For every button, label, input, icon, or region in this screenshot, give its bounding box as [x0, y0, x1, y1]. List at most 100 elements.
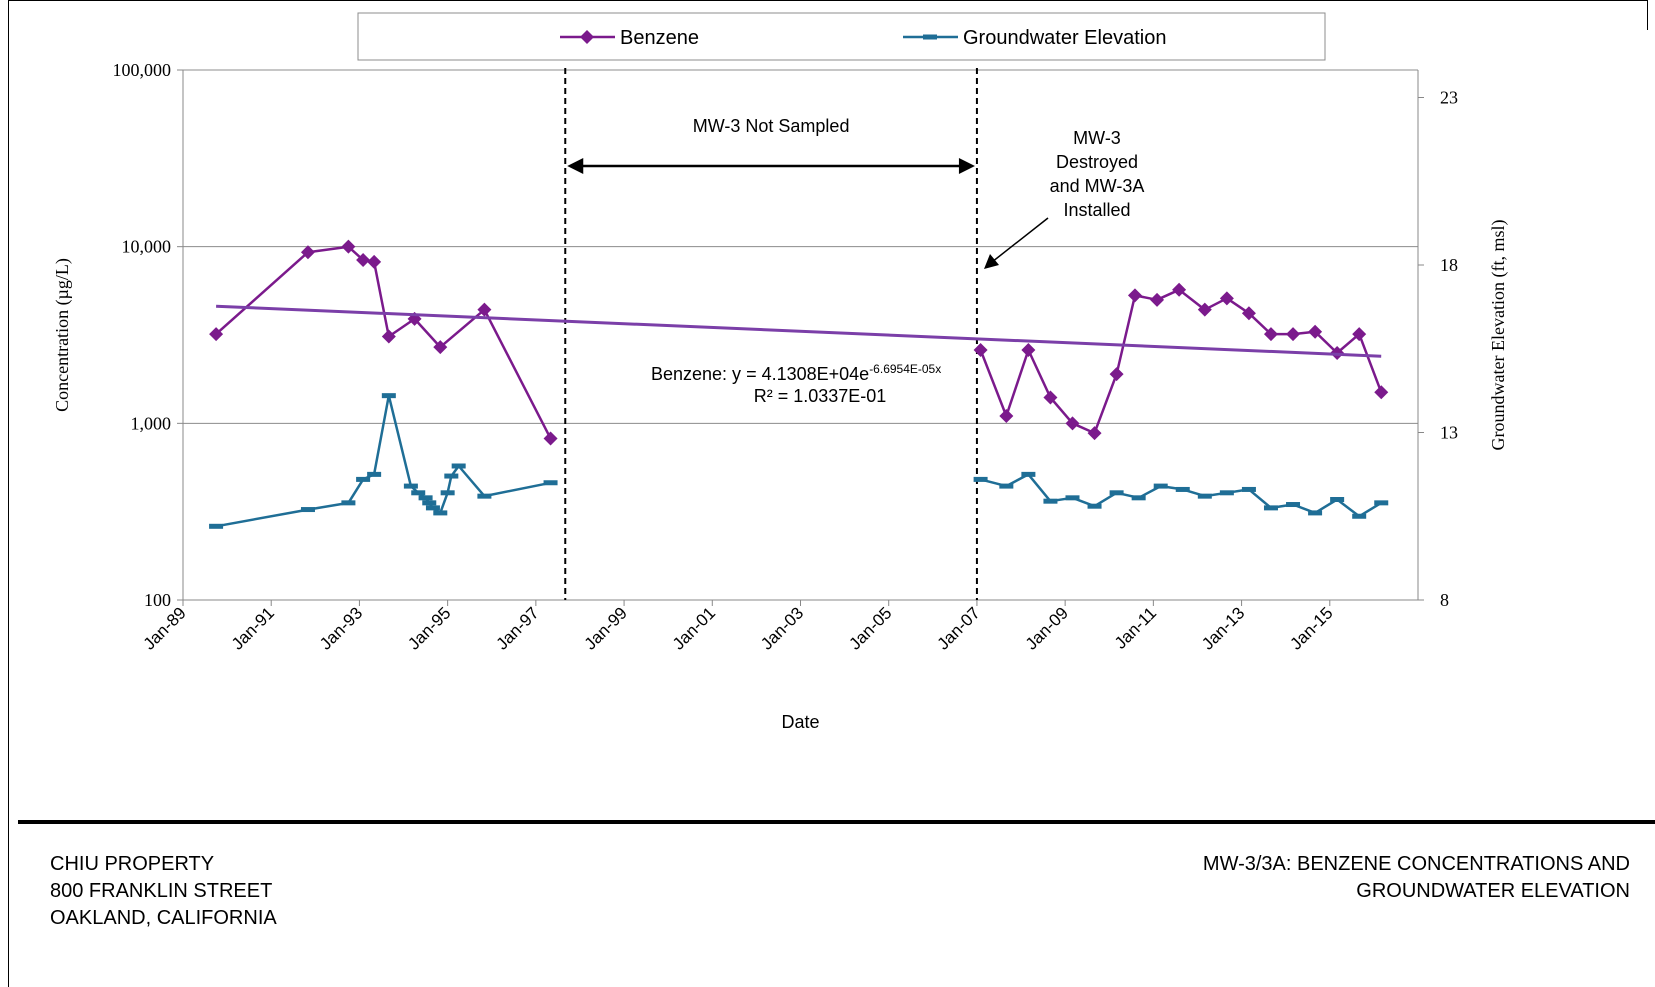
benzene-point	[1263, 327, 1278, 342]
destroyed-label-line: Installed	[1063, 200, 1130, 220]
legend-label: Groundwater Elevation	[963, 27, 1166, 49]
groundwater-point	[341, 500, 356, 506]
groundwater-point	[1043, 498, 1058, 504]
benzene-point	[1172, 282, 1187, 297]
frame-right-border	[1647, 0, 1648, 30]
benzene-point	[1087, 426, 1102, 441]
footer-site-address: CHIU PROPERTY 800 FRANKLIN STREET OAKLAN…	[50, 851, 277, 932]
benzene-line	[215, 245, 552, 440]
benzene-point	[1241, 306, 1256, 321]
x-axis-title: Date	[781, 712, 819, 732]
benzene-point	[381, 329, 396, 344]
x-tick-label: Jan-99	[581, 603, 631, 653]
x-tick-label: Jan-89	[140, 603, 190, 653]
x-tick-label: Jan-95	[404, 603, 454, 653]
groundwater-point	[451, 463, 466, 469]
benzene-point	[1197, 302, 1212, 317]
legend-label: Benzene	[620, 27, 699, 49]
frame-top-border	[8, 0, 1648, 1]
groundwater-point	[1352, 513, 1367, 519]
x-tick-label: Jan-15	[1286, 603, 1336, 653]
groundwater-point	[1153, 483, 1168, 489]
gridlines	[183, 69, 1418, 424]
footer-right-line-2: GROUNDWATER ELEVATION	[1356, 880, 1630, 902]
destroyed-label-line: MW-3	[1073, 128, 1121, 148]
x-tick-label: Jan-09	[1022, 603, 1072, 653]
benzene-point	[1109, 367, 1124, 382]
destroyed-arrow-head	[984, 254, 999, 269]
groundwater-point	[1330, 497, 1345, 502]
trend-equation-exponent: -6.6954E-05x	[869, 362, 941, 376]
benzene-point	[1374, 385, 1389, 400]
benzene-point	[1219, 291, 1234, 306]
benzene-point	[1127, 288, 1142, 303]
x-tick-label: Jan-05	[845, 603, 895, 653]
diamond-icon	[580, 30, 594, 44]
y-tick-label: 1,000	[131, 413, 172, 433]
x-tick-label: Jan-93	[316, 603, 366, 653]
x-tick-label: Jan-91	[228, 603, 278, 653]
groundwater-point	[1308, 510, 1323, 516]
groundwater-point	[440, 490, 455, 496]
groundwater-point	[999, 483, 1014, 489]
annotations: MW-3 Not Sampled MW-3 Destroyed and MW-3A In…	[567, 116, 1144, 406]
benzene-point	[1021, 343, 1036, 358]
y2-tick-label: 8	[1440, 590, 1449, 610]
groundwater-point	[477, 493, 492, 499]
benzene-point	[367, 254, 382, 269]
groundwater-point	[209, 523, 224, 529]
groundwater-point	[1263, 505, 1278, 511]
benzene-groundwater-chart: 100 1,000 10,000 100,000 8 13 18 23 Jan-89 Jan-91…	[52, 12, 1509, 732]
benzene-point	[477, 302, 492, 317]
y2-tick-label: 23	[1440, 88, 1458, 108]
benzene-point	[356, 253, 371, 268]
groundwater-point	[422, 500, 437, 506]
x-tick-label: Jan-03	[757, 603, 807, 653]
groundwater-point	[418, 495, 433, 501]
vertical-markers	[564, 68, 978, 600]
groundwater-line	[215, 394, 551, 528]
benzene-point	[1065, 416, 1080, 431]
benzene-point	[973, 343, 988, 358]
groundwater-point	[411, 490, 426, 496]
benzene-point	[341, 239, 356, 254]
y-tick-label: 100,000	[113, 60, 172, 80]
groundwater-point	[1197, 493, 1212, 499]
frame-left-border	[8, 0, 9, 987]
y-tick-label: 10,000	[122, 237, 172, 257]
footer-left-line-3: OAKLAND, CALIFORNIA	[50, 907, 277, 929]
benzene-point	[1352, 327, 1367, 342]
benzene-point	[1043, 390, 1058, 405]
y2-tick-label: 18	[1440, 255, 1458, 275]
groundwater-point	[381, 393, 396, 399]
benzene-point	[1308, 324, 1323, 339]
y2-tick-label: 13	[1440, 423, 1458, 443]
groundwater-point	[1286, 502, 1301, 508]
trend-equation: Benzene: y = 4.1308E+04e-6.6954E-05x	[651, 362, 941, 384]
groundwater-point	[1219, 490, 1234, 496]
footer-divider	[18, 820, 1655, 824]
groundwater-point	[300, 507, 315, 513]
benzene-point	[300, 245, 315, 260]
groundwater-point	[425, 505, 440, 511]
benzene-point	[1286, 327, 1301, 342]
series-layer	[209, 239, 1389, 529]
x-tick-label: Jan-97	[492, 603, 542, 653]
x-tick-label: Jan-13	[1198, 603, 1248, 653]
footer-right-line-1: MW-3/3A: BENZENE CONCENTRATIONS AND	[1202, 853, 1630, 875]
groundwater-point	[433, 510, 448, 516]
y-tick-label: 100	[144, 590, 171, 610]
groundwater-point	[1175, 486, 1190, 492]
groundwater-point	[1087, 503, 1102, 509]
benzene-point	[1150, 292, 1165, 307]
benzene-point	[999, 409, 1014, 424]
footer-left-line-2: 800 FRANKLIN STREET	[50, 880, 273, 902]
groundwater-point	[1021, 471, 1036, 477]
footer-left-line-1: CHIU PROPERTY	[50, 853, 215, 875]
y2-axis-title: Groundwater Elevation (ft, msl)	[1488, 220, 1509, 451]
groundwater-point	[356, 476, 371, 482]
benzene-point	[433, 340, 448, 355]
groundwater-point	[403, 483, 418, 489]
dash-icon	[923, 34, 937, 40]
groundwater-line	[980, 473, 1382, 518]
